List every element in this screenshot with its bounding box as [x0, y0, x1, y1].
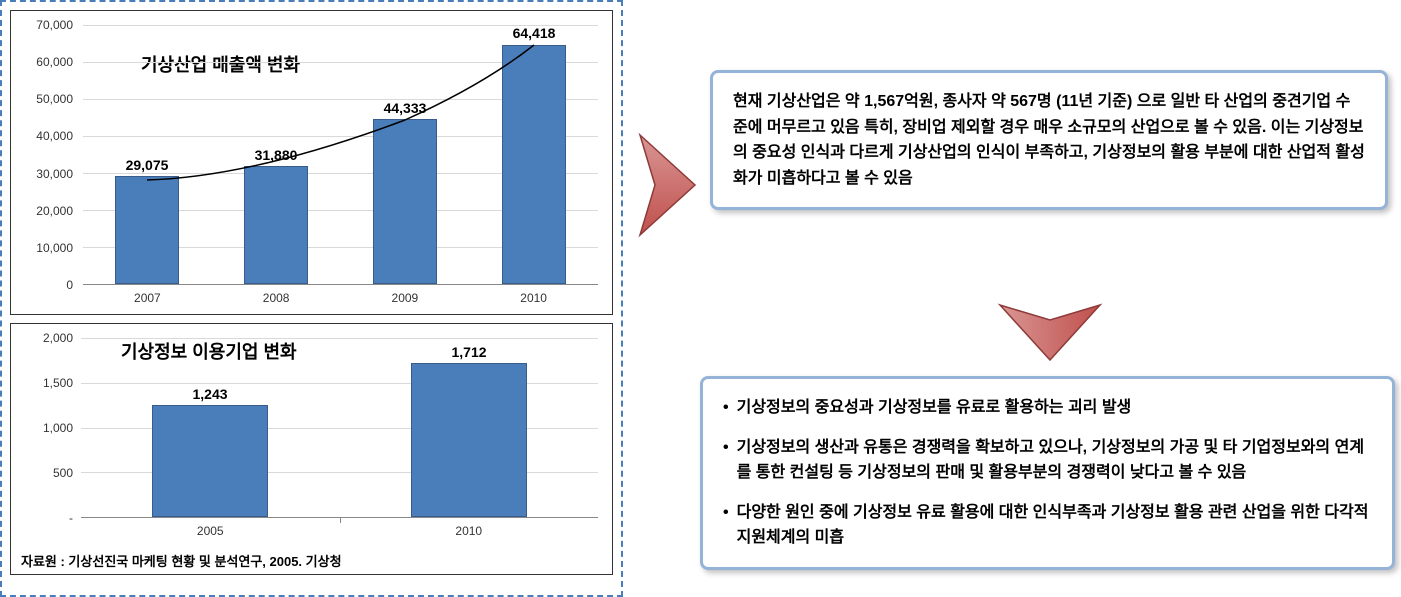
chart-users: 기상정보 이용기업 변화 - 500 1,000 1,500 2,000 1,2…: [10, 323, 613, 575]
chart1-x-labels: 2007 2008 2009 2010: [83, 291, 598, 305]
summary-text: 현재 기상산업은 약 1,567억원, 종사자 약 567명 (11년 기준) …: [733, 93, 1365, 187]
chart2-source: 자료원 : 기상선진국 마케팅 현황 및 분석연구, 2005. 기상청: [21, 551, 342, 570]
bar-2007: [115, 176, 179, 284]
xtick: 2009: [341, 291, 470, 305]
bullet-dot: •: [723, 395, 729, 421]
arrow-right-icon: [635, 130, 705, 240]
xtick: 2010: [469, 291, 598, 305]
bullet-dot: •: [723, 500, 729, 551]
ytick: 30,000: [36, 167, 73, 181]
bar-label: 64,418: [513, 25, 556, 41]
bullet-text: 기상정보의 생산과 유통은 경쟁력을 확보하고 있으나, 기상정보의 가공 및 …: [737, 435, 1372, 486]
bar-2008: [244, 166, 308, 284]
bullet-text: 다양한 원인 중에 기상정보 유료 활용에 대한 인식부족과 기상정보 활용 관…: [737, 500, 1372, 551]
chart2-x-labels: 2005 2010: [81, 524, 598, 538]
xtick: 2005: [81, 524, 340, 538]
bar-label: 1,712: [451, 344, 486, 360]
ytick: 10,000: [36, 241, 73, 255]
summary-box-bottom: • 기상정보의 중요성과 기상정보를 유료로 활용하는 괴리 발생 • 기상정보…: [700, 376, 1395, 570]
chart-revenue: 기상산업 매출액 변화 0 10,000 20,000 30,000 40,00…: [10, 10, 613, 315]
bullet-dot: •: [723, 435, 729, 486]
ytick: 70,000: [36, 18, 73, 32]
xtick: 2010: [340, 524, 599, 538]
ytick: -: [69, 511, 73, 525]
ytick: 40,000: [36, 129, 73, 143]
bullet-item: • 기상정보의 생산과 유통은 경쟁력을 확보하고 있으나, 기상정보의 가공 …: [723, 435, 1372, 486]
chart1-plot: 29,075 31,880 44,333 64,418: [83, 25, 598, 285]
bar-2010: [411, 363, 527, 517]
bar-label: 31,880: [255, 147, 298, 163]
ytick: 50,000: [36, 92, 73, 106]
summary-box-top: 현재 기상산업은 약 1,567억원, 종사자 약 567명 (11년 기준) …: [710, 70, 1388, 210]
ytick: 1,000: [43, 421, 73, 435]
bar-2009: [373, 119, 437, 284]
chart2-y-axis: - 500 1,000 1,500 2,000: [21, 338, 77, 518]
ytick: 60,000: [36, 55, 73, 69]
bullet-item: • 다양한 원인 중에 기상정보 유료 활용에 대한 인식부족과 기상정보 활용…: [723, 500, 1372, 551]
ytick: 0: [66, 278, 73, 292]
chart2-plot: 1,243 1,712: [81, 338, 598, 518]
left-panel: 기상산업 매출액 변화 0 10,000 20,000 30,000 40,00…: [0, 0, 623, 597]
bar-label: 1,243: [192, 386, 227, 402]
bar-2005: [152, 405, 268, 517]
bar-label: 44,333: [384, 100, 427, 116]
ytick: 500: [53, 466, 73, 480]
bar-2010: [502, 45, 566, 284]
xtick: 2008: [212, 291, 341, 305]
ytick: 1,500: [43, 376, 73, 390]
ytick: 20,000: [36, 204, 73, 218]
bullet-text: 기상정보의 중요성과 기상정보를 유료로 활용하는 괴리 발생: [737, 395, 1132, 421]
bar-label: 29,075: [126, 157, 169, 173]
ytick: 2,000: [43, 331, 73, 345]
bullet-item: • 기상정보의 중요성과 기상정보를 유료로 활용하는 괴리 발생: [723, 395, 1372, 421]
arrow-down-icon: [995, 300, 1105, 370]
chart1-y-axis: 0 10,000 20,000 30,000 40,000 50,000 60,…: [21, 25, 77, 285]
xtick: 2007: [83, 291, 212, 305]
